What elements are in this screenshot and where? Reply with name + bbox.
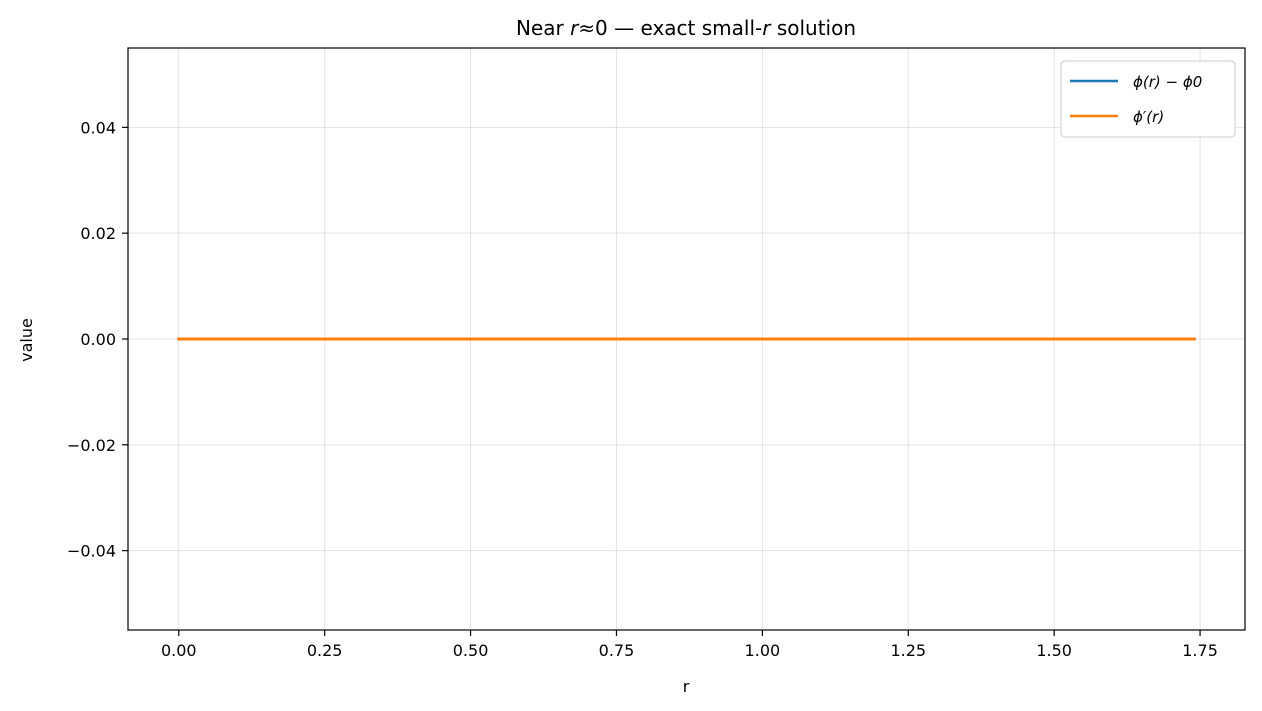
x-tick-label: 0.50	[453, 641, 489, 660]
y-axis-label: value	[17, 318, 36, 362]
x-tick-label: 1.00	[745, 641, 781, 660]
y-tick-label: 0.02	[80, 224, 116, 243]
y-tick-label: 0.00	[80, 330, 116, 349]
y-tick-label: 0.04	[80, 118, 116, 137]
x-tick-label: 1.75	[1182, 641, 1218, 660]
y-tick-label: −0.02	[67, 436, 116, 455]
x-tick-label: 0.75	[599, 641, 635, 660]
x-axis-ticks: 0.00 0.25 0.50 0.75 1.00 1.25 1.50 1.75	[161, 630, 1218, 660]
x-axis-label: r	[683, 677, 690, 696]
x-tick-label: 1.25	[890, 641, 926, 660]
legend: ϕ(r) − ϕ0 ϕ′(r)	[1060, 60, 1236, 138]
y-axis-ticks: −0.04 −0.02 0.00 0.02 0.04	[67, 118, 128, 561]
legend-label-phi-minus-phi0: ϕ(r) − ϕ0	[1133, 73, 1202, 91]
x-tick-label: 0.00	[161, 641, 197, 660]
x-tick-label: 1.50	[1036, 641, 1072, 660]
legend-label-phi-prime: ϕ′(r)	[1133, 108, 1164, 126]
chart-title: Near r≈0 — exact small-r solution	[516, 16, 856, 40]
y-tick-label: −0.04	[67, 542, 116, 561]
x-tick-label: 0.25	[307, 641, 343, 660]
